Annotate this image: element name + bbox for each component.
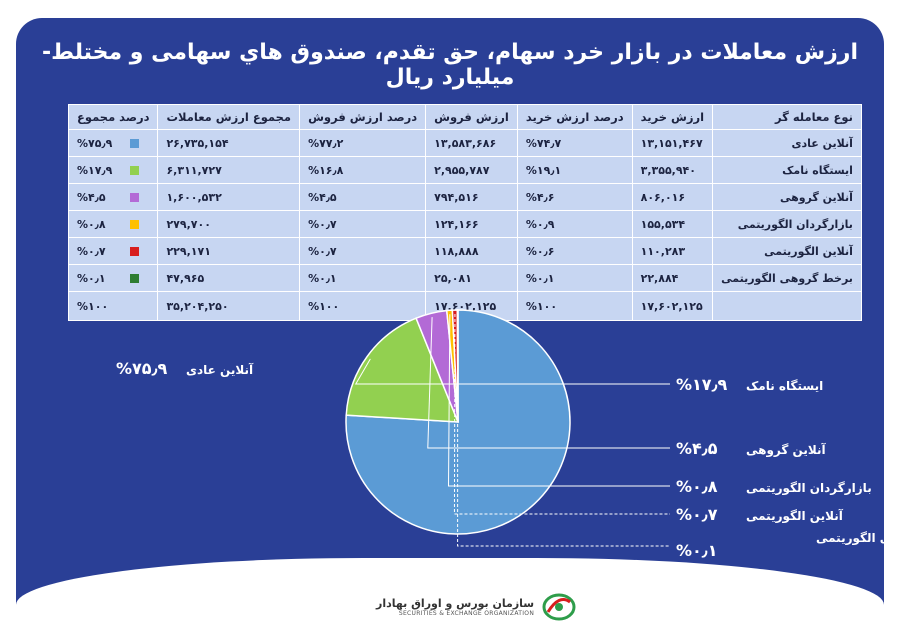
slice-category-label: آنلاین عادی — [186, 362, 254, 377]
cell-buy: ۱۳,۱۵۱,۴۶۷ — [631, 129, 714, 157]
slice-category-label: ایستگاه نامک — [746, 379, 823, 393]
cell-total-pct: %۷۵٫۹ — [67, 129, 159, 157]
cell-sell: ۷۹۴,۵۱۶ — [425, 183, 518, 211]
cell-total: ۳۵,۲۰۴,۲۵۰ — [157, 291, 301, 321]
legend-swatch — [130, 165, 140, 175]
cell-total-pct: %۱۷٫۹ — [67, 156, 159, 184]
legend-swatch — [130, 219, 140, 229]
cell-buy-pct: %۱۰۰ — [516, 291, 633, 321]
cell-buy: ۱۷,۶۰۲,۱۲۵ — [631, 291, 714, 321]
cell-buy: ۱۱۰,۲۸۳ — [631, 237, 714, 265]
slice-category-label: برخط گروهی الگوریتمی — [816, 531, 884, 546]
slice-percent-label: %۰٫۷ — [676, 505, 718, 524]
cell-type: آنلاین الگوریتمی — [712, 237, 862, 265]
leader-line — [453, 314, 670, 515]
cell-total-pct: %۱۰۰ — [67, 291, 159, 321]
total-pct-value: %۰٫۸ — [77, 217, 106, 231]
cell-total: ۶,۳۱۱,۷۲۷ — [157, 156, 301, 184]
leader-line — [457, 314, 670, 547]
cell-sell-pct: %۱۰۰ — [299, 291, 427, 321]
cell-sell-pct: %۰٫۷ — [299, 210, 427, 238]
cell-buy-pct: %۰٫۱ — [516, 264, 633, 292]
cell-sell-pct: %۰٫۱ — [299, 264, 427, 292]
logo: سازمان بورس و اوراق بهادار SECURITIES & … — [376, 592, 576, 622]
page-title: ارزش معاملات در بازار خرد سهام، حق تقدم،… — [42, 40, 858, 90]
legend-swatch — [130, 192, 140, 202]
slice-category-label: آنلاین گروهی — [746, 442, 826, 458]
infographic-card: ارزش معاملات در بازار خرد سهام، حق تقدم،… — [16, 18, 884, 636]
slice-percent-label: %۰٫۱ — [676, 541, 718, 560]
table-row: آنلاین عادی ۱۳,۱۵۱,۴۶۷ %۷۴٫۷ ۱۳,۵۸۳,۶۸۶ %۷۷٫… — [67, 129, 862, 157]
slice-percent-label: %۷۵٫۹ — [116, 359, 168, 378]
logo-name-fa: سازمان بورس و اوراق بهادار — [376, 597, 535, 610]
table-row: ایستگاه نامک ۳,۳۵۵,۹۴۰ %۱۹٫۱ ۲,۹۵۵,۷۸۷ %۱۶٫۸… — [67, 156, 862, 184]
col-header-sell-pct: درصد ارزش فروش — [299, 104, 427, 130]
legend-swatch — [130, 273, 140, 283]
pie-slice — [345, 317, 460, 423]
table-header-row: نوع معامله گر ارزش خرید درصد ارزش خرید ا… — [67, 104, 862, 130]
data-table: نوع معامله گر ارزش خرید درصد ارزش خرید ا… — [67, 104, 862, 321]
cell-sell: ۲,۹۵۵,۷۸۷ — [425, 156, 518, 184]
table-row: بازارگردان الگوریتمی ۱۵۵,۵۳۴ %۰٫۹ ۱۲۴,۱۶۶ %۰… — [67, 210, 862, 238]
col-header-type: نوع معامله گر — [712, 104, 862, 130]
leader-line — [427, 317, 670, 449]
logo-text: سازمان بورس و اوراق بهادار SECURITIES & … — [376, 597, 534, 617]
cell-type: بازارگردان الگوریتمی — [712, 210, 862, 238]
slice-percent-label: %۴٫۵ — [676, 439, 718, 458]
slice-category-label: آنلاین الگوریتمی — [746, 508, 844, 524]
cell-type: آنلاین عادی — [712, 129, 862, 157]
legend-swatch — [130, 246, 140, 256]
cell-type — [712, 291, 862, 321]
total-pct-value: %۰٫۷ — [77, 244, 106, 258]
pie-chart: %۷۵٫۹ آنلاین عادی %۱۷٫۹ ایستگاه نامک %۴٫۵ آنل… — [116, 309, 884, 560]
cell-buy: ۸۰۶,۰۱۶ — [631, 183, 714, 211]
cell-sell-pct: %۱۶٫۸ — [299, 156, 427, 184]
cell-total: ۲۷۹,۷۰۰ — [157, 210, 301, 238]
col-header-buy: ارزش خرید — [631, 104, 714, 130]
cell-buy: ۳,۳۵۵,۹۴۰ — [631, 156, 714, 184]
cell-sell-pct: %۷۷٫۲ — [299, 129, 427, 157]
slice-percent-label: %۱۷٫۹ — [676, 375, 728, 394]
legend-swatch — [130, 138, 140, 148]
col-header-total: مجموع ارزش معاملات — [157, 104, 301, 130]
cell-buy-pct: %۰٫۶ — [516, 237, 633, 265]
slice-percent-label: %۰٫۸ — [676, 477, 718, 496]
cell-total-pct: %۰٫۷ — [67, 237, 159, 265]
leader-line — [354, 358, 670, 385]
total-pct-value: %۷۵٫۹ — [77, 136, 113, 150]
total-pct-value: %۱۷٫۹ — [77, 163, 113, 177]
logo-name-en: SECURITIES & EXCHANGE ORGANIZATION — [398, 610, 535, 617]
cell-total: ۱,۶۰۰,۵۳۲ — [157, 183, 301, 211]
col-header-sell: ارزش فروش — [425, 104, 518, 130]
cell-buy-pct: %۷۴٫۷ — [516, 129, 633, 157]
cell-sell: ۱۲۴,۱۶۶ — [425, 210, 518, 238]
cell-buy: ۲۲,۸۸۴ — [631, 264, 714, 292]
total-pct-value: %۰٫۱ — [77, 271, 106, 285]
total-pct-value: %۴٫۵ — [77, 190, 106, 204]
leader-line — [447, 314, 670, 487]
seo-logo-icon — [542, 593, 576, 621]
total-pct-value: %۱۰۰ — [77, 299, 109, 313]
slice-category-label: بازارگردان الگوریتمی — [746, 481, 872, 496]
footer-band — [16, 558, 884, 636]
cell-sell: ۱۳,۵۸۳,۶۸۶ — [425, 129, 518, 157]
